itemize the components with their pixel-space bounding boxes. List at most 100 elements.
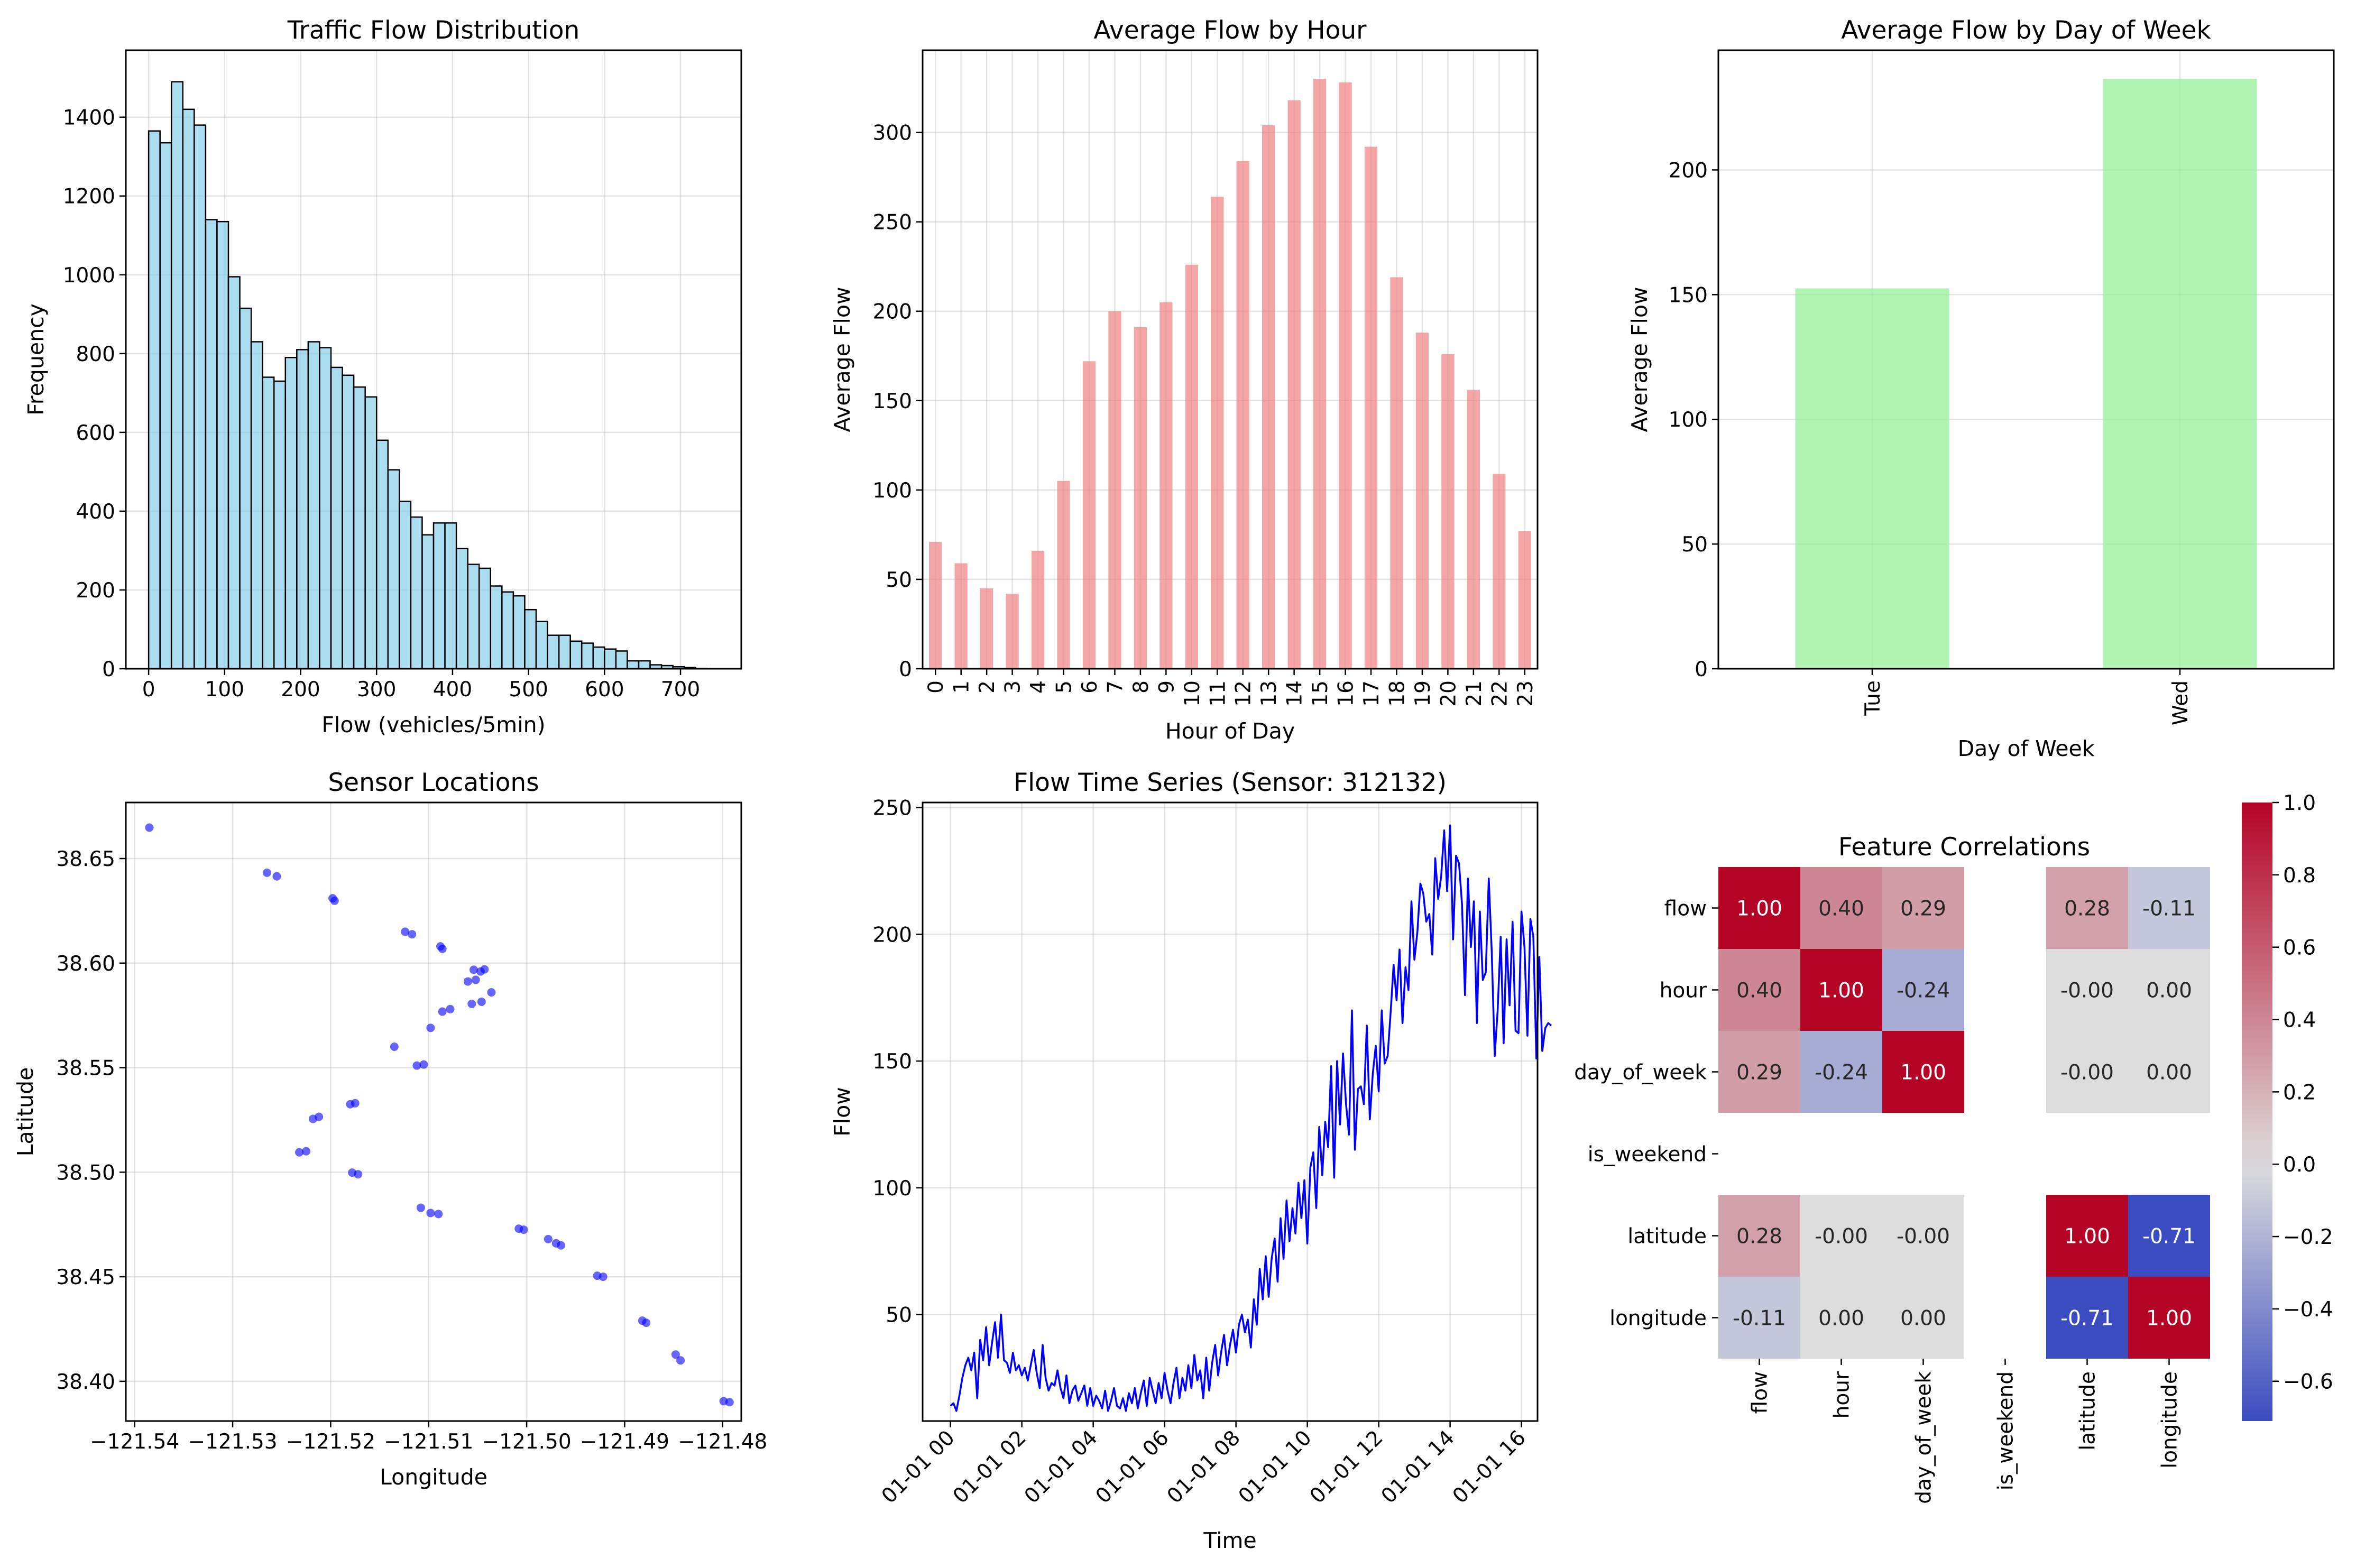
hour-bar (929, 541, 942, 669)
x-tick-label: 300 (357, 678, 396, 702)
x-tick-label: 5 (1053, 680, 1076, 694)
heatmap-cell-value: -0.71 (2060, 1307, 2114, 1331)
histogram-bar (330, 366, 343, 670)
heatmap-cell-value: 0.29 (1736, 1061, 1782, 1085)
histogram-bar (296, 349, 309, 670)
y-tick-label: 38.45 (56, 1266, 115, 1289)
colorbar-tick-label: −0.4 (2283, 1298, 2333, 1322)
histogram-bar (353, 386, 366, 670)
y-tick-label: 250 (873, 211, 912, 235)
axes-frame (922, 801, 1539, 1422)
heatmap-cell (1882, 1195, 1964, 1277)
heatmap-cell (1800, 1031, 1882, 1113)
sensor-point (725, 1398, 734, 1407)
y-tick-label: 100 (873, 1177, 912, 1201)
histogram-bar (478, 567, 492, 670)
heatmap-cell-value: 1.00 (1900, 1061, 1946, 1085)
hour-bar (1031, 550, 1045, 669)
y-tick-label: 50 (886, 1304, 912, 1327)
heatmap-cell-value: -0.00 (2060, 979, 2114, 1003)
x-tick-label: 23 (1514, 680, 1538, 707)
heatmap-cell-value: -0.71 (2142, 1225, 2196, 1249)
x-tick-label: 8 (1129, 680, 1153, 694)
histogram-bar (547, 634, 560, 670)
y-tick-label: 200 (76, 579, 115, 603)
hour-bar (1185, 264, 1198, 669)
heatmap-cell (1882, 1277, 1964, 1359)
histogram-bar (319, 347, 332, 670)
y-tick-label: 0 (899, 658, 912, 681)
sensor-point (426, 1209, 435, 1217)
heatmap-cell (1718, 1031, 1800, 1113)
x-tick-label: −121.48 (678, 1430, 767, 1454)
x-tick-label: 11 (1206, 680, 1230, 707)
y-tick-label: 200 (873, 923, 912, 947)
x-tick-label: −121.50 (482, 1430, 572, 1454)
heatmap-col-label: is_weekend (1994, 1371, 2018, 1490)
chart-title: Feature Correlations (1838, 833, 2090, 862)
histogram-bar (239, 307, 252, 670)
sensor-point (309, 1114, 318, 1123)
heatmap-cell (1882, 867, 1964, 949)
y-tick-label: 0 (1695, 658, 1708, 681)
histogram-bar (194, 124, 207, 670)
heatmap-cell-value: -0.24 (1815, 1061, 1868, 1085)
x-tick-label: 9 (1155, 680, 1179, 694)
colorbar-tick-label: 0.8 (2283, 864, 2316, 888)
heatmap-cell (2128, 1195, 2210, 1277)
x-axis-label: Day of Week (1958, 736, 2095, 761)
y-tick-label: 800 (76, 343, 115, 366)
heatmap-cell (2128, 867, 2210, 949)
x-tick-label: 21 (1462, 680, 1486, 707)
heatmap-cell-value: 1.00 (2064, 1225, 2110, 1249)
sensor-point (446, 1004, 455, 1013)
chart-title: Sensor Locations (328, 768, 539, 797)
x-tick-label: Tue (1861, 680, 1885, 716)
sensor-point (463, 977, 472, 986)
y-axis-label: Average Flow (1627, 287, 1652, 432)
x-tick-label: 100 (205, 678, 244, 702)
hour-bar (1134, 327, 1147, 669)
x-tick-label: 19 (1411, 680, 1435, 707)
heatmap-cell-value: 0.28 (1736, 1225, 1782, 1249)
y-tick-label: 200 (1669, 159, 1708, 182)
heatmap-cell (1718, 1195, 1800, 1277)
x-tick-label: 200 (281, 678, 320, 702)
histogram-bar (410, 516, 423, 670)
x-axis-label: Longitude (380, 1464, 487, 1490)
x-axis-label: Flow (vehicles/5min) (321, 712, 545, 737)
y-tick-label: 50 (1681, 533, 1708, 557)
x-tick-label: Wed (2169, 680, 2193, 725)
colorbar-tick-label: −0.6 (2283, 1370, 2333, 1394)
heatmap-cell-value: 0.29 (1900, 897, 1946, 921)
y-tick-label: 400 (76, 500, 115, 524)
x-tick-label: 1 (950, 680, 974, 694)
heatmap-cell-value: -0.11 (1733, 1307, 1786, 1331)
heatmap-row-label: hour (1660, 979, 1707, 1003)
histogram-bar (558, 634, 571, 670)
x-tick-label: 16 (1335, 680, 1358, 707)
histogram-bar (387, 469, 400, 670)
x-tick-label: 700 (661, 678, 700, 702)
histogram-bar (421, 534, 435, 670)
heatmap-cell (2128, 1031, 2210, 1113)
heatmap-col-label: flow (1748, 1371, 1772, 1414)
heatmap-cell (2046, 1195, 2128, 1277)
colorbar-tick-label: 0.0 (2283, 1153, 2316, 1177)
axes-frame (922, 49, 1539, 670)
heatmap-col-label: longitude (2158, 1371, 2182, 1469)
heatmap-cell-value: -0.00 (1897, 1225, 1950, 1249)
heatmap-col-label: hour (1830, 1371, 1854, 1418)
hour-bar (1518, 531, 1531, 669)
x-tick-label: 17 (1360, 680, 1384, 707)
hour-bar (1236, 161, 1249, 669)
heatmap-cell-value: -0.24 (1897, 979, 1950, 1003)
heatmap-cell-value: 1.00 (1736, 897, 1782, 921)
hour-bar (1262, 125, 1275, 669)
colorbar-tick-label: 1.0 (2283, 791, 2316, 815)
x-tick-label: 18 (1385, 680, 1409, 707)
sensor-point (272, 872, 281, 881)
correlation-heatmap-panel: 1.00 0.40 0.29 0.28 -0.11 0.40 1.00 -0.24 -0.00 0… (1574, 791, 2333, 1504)
y-tick-label: 100 (1669, 408, 1708, 432)
sensor-point (412, 1061, 421, 1070)
